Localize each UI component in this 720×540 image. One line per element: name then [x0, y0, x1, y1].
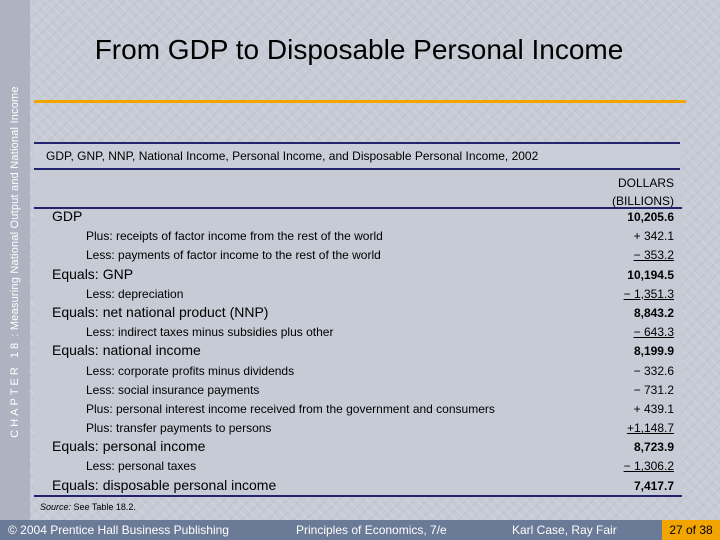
table-row: Plus: personal interest income received …	[34, 400, 682, 419]
chapter-label: CHAPTER 18	[9, 339, 21, 438]
row-value: 8,843.2	[633, 305, 674, 320]
row-value: +1,148.7	[626, 421, 674, 436]
column-header: DOLLARS (BILLIONS)	[584, 174, 674, 210]
table-row: Less: depreciation − 1,351.3	[34, 285, 682, 304]
row-label: Plus: receipts of factor income from the…	[86, 229, 383, 244]
chapter-sidebar: CHAPTER 18 : Measuring National Output a…	[0, 0, 30, 520]
row-prefix: Equals:	[52, 303, 99, 320]
table-row: Equals: personal income 8,723.9	[34, 438, 682, 457]
footer-book: Principles of Economics, 7/e	[296, 523, 447, 537]
table-row: Equals: national income 8,199.9	[34, 342, 682, 361]
slide-title: From GDP to Disposable Personal Income	[94, 34, 624, 65]
row-value: 8,199.9	[633, 344, 674, 359]
table-row: GDP 10,205.6	[34, 208, 682, 227]
row-value: − 332.6	[633, 363, 674, 378]
table-rows: GDP 10,205.6 Plus: receipts of factor in…	[34, 208, 682, 496]
row-value: − 731.2	[633, 382, 674, 397]
table-caption: GDP, GNP, NNP, National Income, Personal…	[34, 142, 680, 170]
row-label: Equals: personal income	[52, 438, 206, 455]
row-prefix: Equals:	[52, 476, 99, 493]
row-value: 8,723.9	[633, 440, 674, 455]
row-label: Equals: GNP	[52, 265, 134, 282]
row-value: − 353.2	[633, 248, 674, 263]
table-row: Equals: net national product (NNP) 8,843.…	[34, 304, 682, 323]
footer-authors: Karl Case, Ray Fair	[512, 523, 617, 537]
row-prefix: Equals:	[52, 342, 99, 359]
row-label: Equals: national income	[52, 342, 201, 359]
table-row: Less: payments of factor income to the r…	[34, 246, 682, 265]
row-label: Less: payments of factor income to the r…	[86, 248, 381, 263]
row-value: + 342.1	[633, 229, 674, 244]
table-row: Less: indirect taxes minus subsidies plu…	[34, 323, 682, 342]
table-row: Equals: disposable personal income 7,417.…	[34, 477, 682, 496]
row-value: 10,205.6	[627, 210, 674, 224]
table-bottom-rule	[34, 495, 682, 497]
row-label: GDP	[52, 208, 83, 224]
row-value: 7,417.7	[633, 478, 674, 493]
column-header-line2: (BILLIONS)	[611, 194, 674, 208]
table-source-note: Source: See Table 18.2.	[40, 502, 136, 512]
row-label: Less: indirect taxes minus subsidies plu…	[86, 325, 334, 340]
source-text: See Table 18.2.	[73, 502, 136, 512]
column-header-line1: DOLLARS	[617, 176, 674, 190]
row-prefix: Equals:	[52, 265, 99, 282]
slide-footer: © 2004 Prentice Hall Business Publishing…	[0, 520, 720, 540]
table-row: Plus: transfer payments to persons +1,14…	[34, 419, 682, 438]
row-value: − 643.3	[633, 325, 674, 340]
row-label: Equals: net national product (NNP)	[52, 303, 269, 320]
row-value: 10,194.5	[627, 267, 674, 282]
chapter-title: Measuring National Output and National I…	[9, 86, 21, 331]
table-row: Less: personal taxes − 1,306.2	[34, 457, 682, 476]
row-label: Less: depreciation	[86, 286, 184, 301]
table-row: Equals: GNP 10,194.5	[34, 266, 682, 285]
row-label: Equals: disposable personal income	[52, 476, 277, 493]
row-value: − 1,306.2	[623, 459, 674, 474]
page-number-badge: 27 of 38	[662, 520, 720, 540]
table-row: Plus: receipts of factor income from the…	[34, 227, 682, 246]
title-underline	[34, 100, 686, 103]
row-label: Less: social insurance payments	[86, 382, 260, 397]
row-label: Less: personal taxes	[86, 459, 197, 474]
chapter-sidebar-text: CHAPTER 18 : Measuring National Output a…	[9, 86, 21, 438]
row-label: Less: corporate profits minus dividends	[86, 363, 295, 378]
income-table: GDP, GNP, NNP, National Income, Personal…	[34, 142, 682, 498]
row-value: − 1,351.3	[623, 286, 674, 301]
table-row: Less: corporate profits minus dividends …	[34, 362, 682, 381]
footer-copyright: © 2004 Prentice Hall Business Publishing	[8, 523, 229, 537]
source-label: Source:	[40, 502, 72, 512]
table-row: Less: social insurance payments − 731.2	[34, 381, 682, 400]
header-divider	[34, 207, 682, 209]
row-label: Plus: personal interest income received …	[86, 401, 495, 416]
row-value: + 439.1	[633, 401, 674, 416]
row-label: Plus: transfer payments to persons	[86, 421, 272, 436]
row-prefix: Equals:	[52, 438, 99, 455]
